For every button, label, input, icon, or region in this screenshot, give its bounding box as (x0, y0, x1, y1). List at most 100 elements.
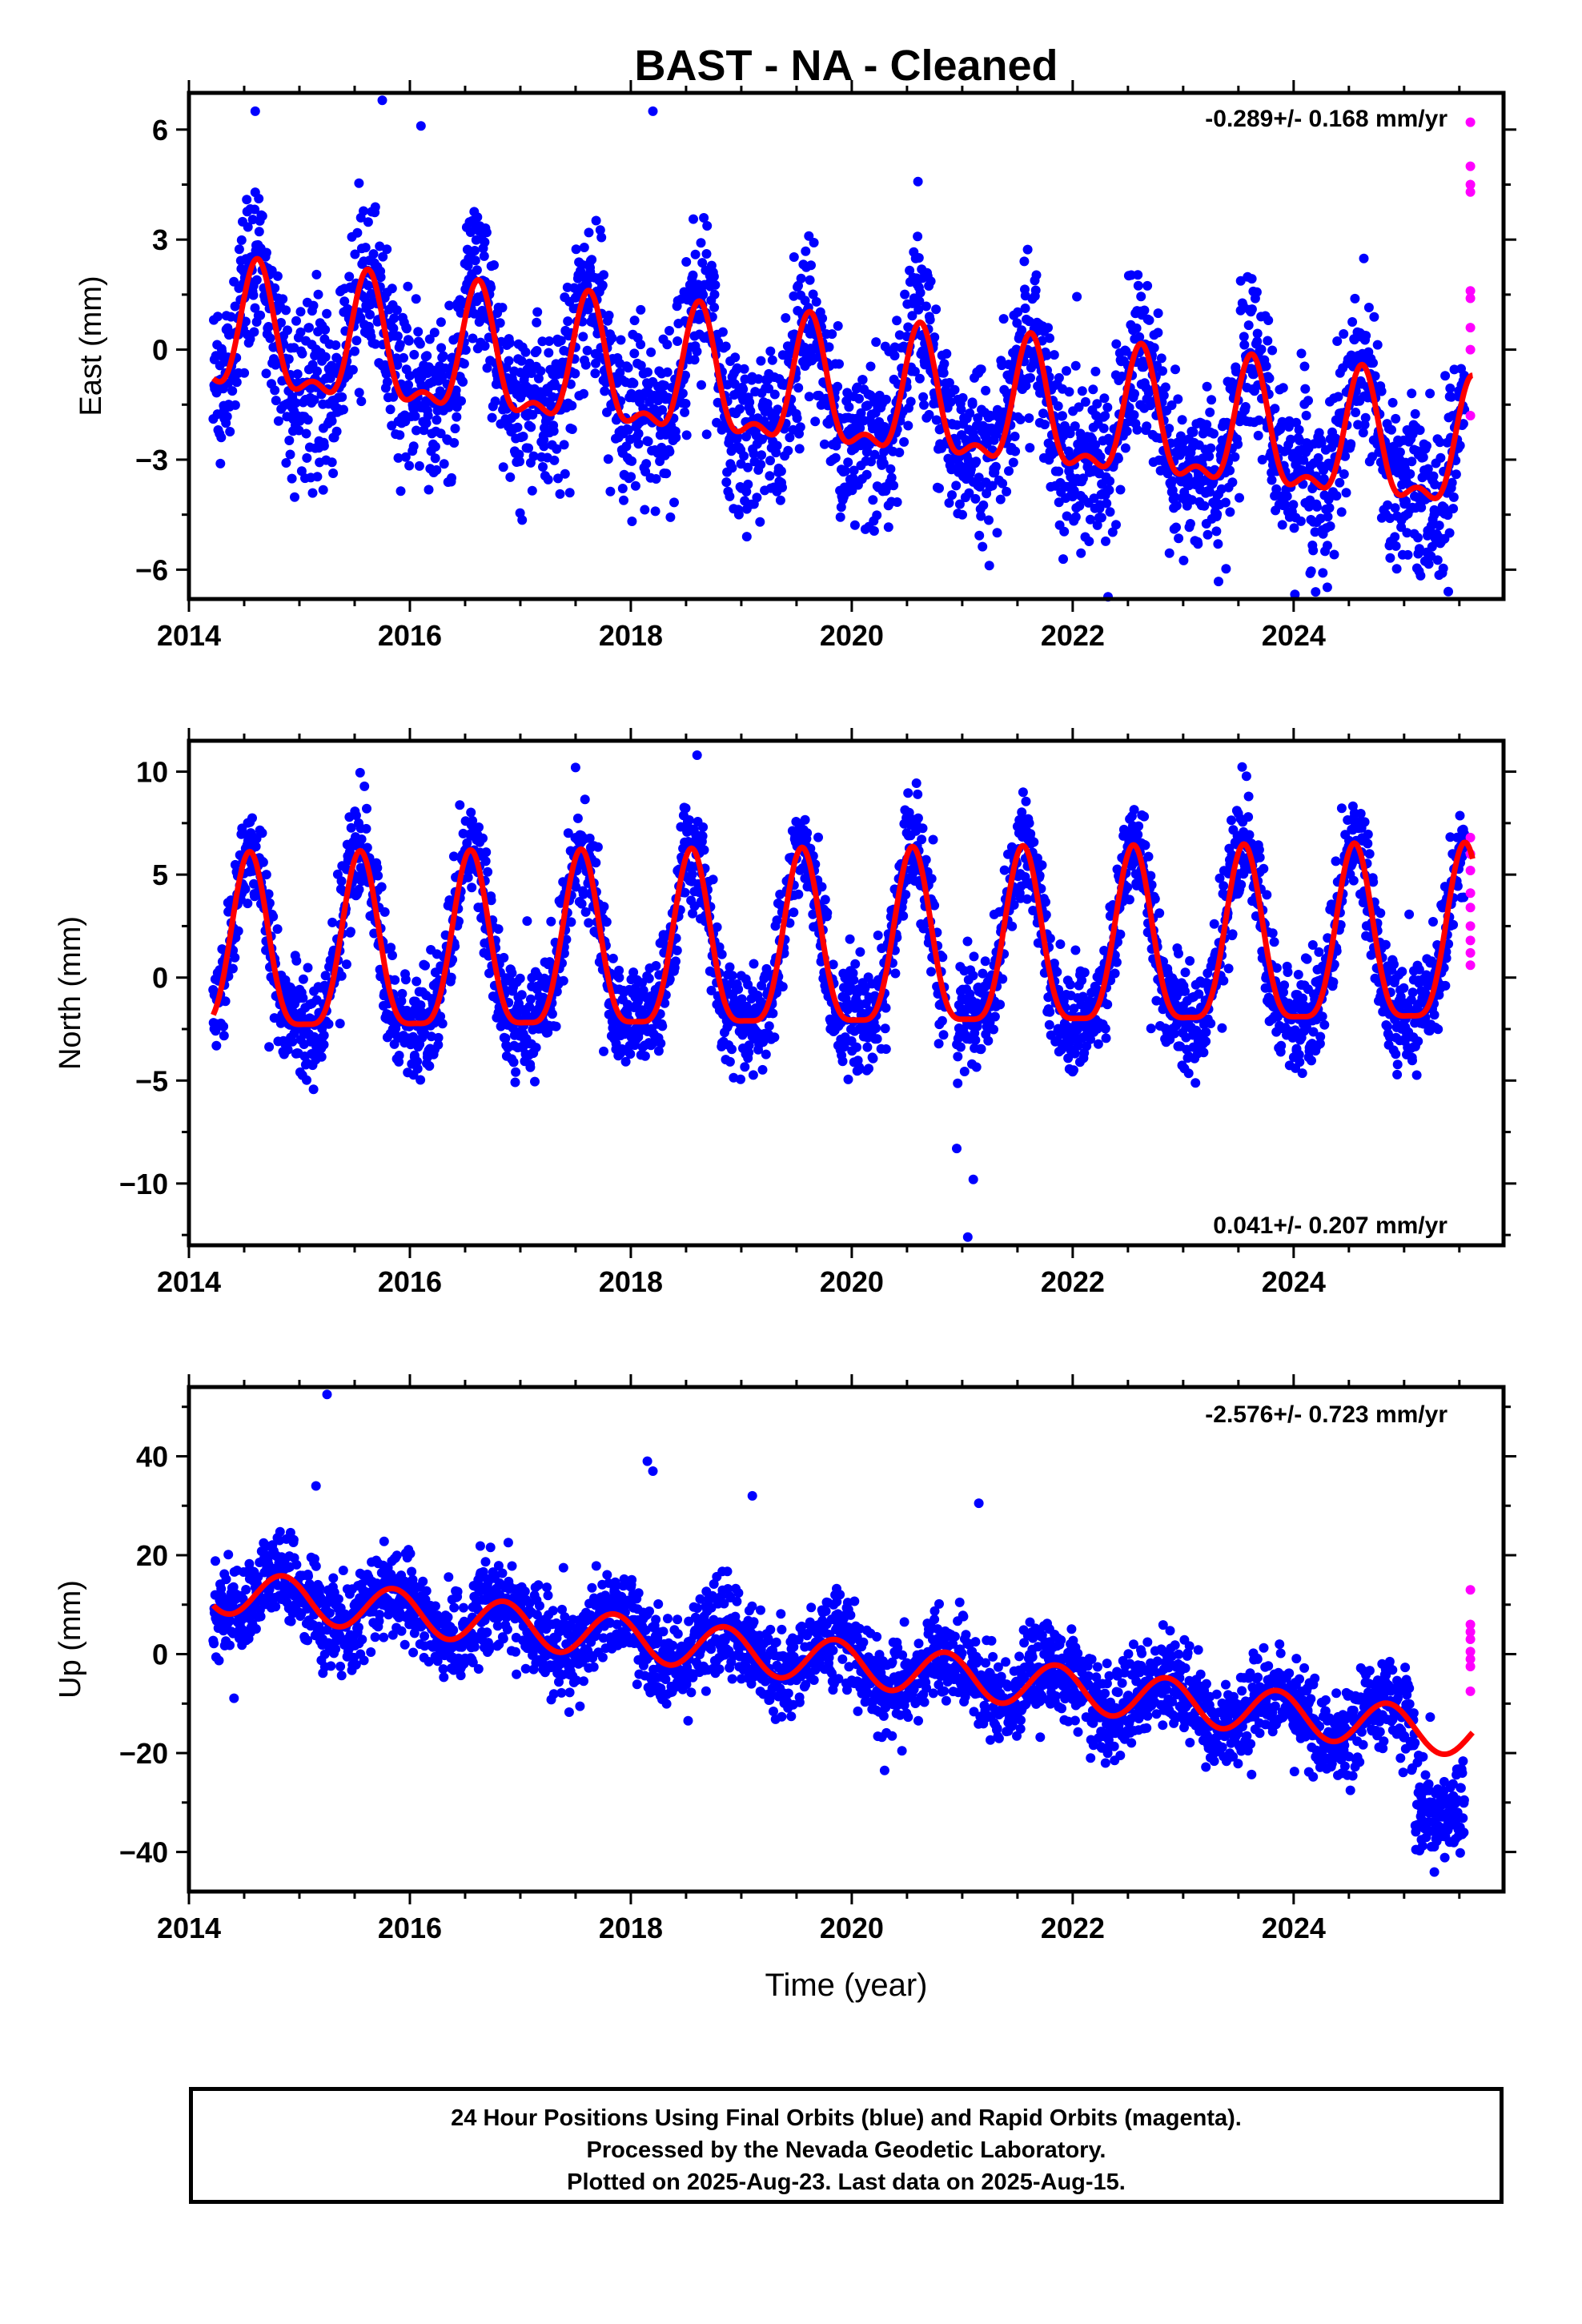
east-final-orbit-point (292, 369, 303, 380)
east-final-orbit-point (1170, 364, 1180, 375)
east-final-orbit-point (900, 289, 910, 300)
east-final-orbit-point (881, 394, 891, 404)
east-final-orbit-point (806, 260, 816, 271)
north-final-orbit-point (873, 931, 883, 940)
north-final-orbit-point (962, 936, 973, 947)
east-final-orbit-point (640, 505, 650, 515)
east-final-orbit-point (1031, 270, 1042, 280)
east-final-orbit-point (629, 348, 640, 359)
east-final-orbit-point (671, 432, 681, 443)
east-final-orbit-point (1099, 393, 1110, 404)
east-outlier-point (1443, 586, 1453, 597)
north-final-orbit-point (955, 1042, 966, 1052)
east-final-orbit-point (1313, 452, 1323, 463)
north-final-orbit-point (240, 884, 251, 895)
east-final-orbit-point (843, 457, 853, 468)
east-final-orbit-point (976, 364, 986, 375)
east-final-orbit-point (1100, 411, 1110, 421)
north-final-orbit-point (926, 967, 936, 977)
east-final-orbit-point (395, 430, 405, 440)
east-final-orbit-point (1267, 345, 1278, 356)
north-final-orbit-point (416, 1075, 426, 1085)
east-final-orbit-point (1053, 401, 1063, 412)
north-final-orbit-point (651, 961, 661, 971)
east-x-tick-label: 2022 (1041, 619, 1105, 652)
east-final-orbit-point (482, 363, 492, 373)
east-final-orbit-point (1204, 451, 1215, 461)
east-final-orbit-point (934, 483, 944, 493)
east-final-orbit-point (1142, 280, 1153, 291)
east-final-orbit-point (1278, 383, 1288, 393)
east-final-orbit-point (422, 351, 432, 361)
north-final-orbit-point (233, 926, 243, 936)
east-final-orbit-point (459, 359, 469, 369)
north-final-orbit-point (837, 1056, 848, 1067)
north-final-orbit-point (480, 856, 491, 866)
east-final-orbit-point (1230, 452, 1240, 462)
east-final-orbit-point (469, 308, 480, 319)
east-final-orbit-point (1369, 312, 1379, 322)
east-final-orbit-point (1025, 443, 1035, 453)
east-final-orbit-point (1277, 520, 1287, 530)
north-final-orbit-point (481, 847, 492, 858)
north-final-orbit-point (446, 972, 456, 983)
east-final-orbit-point (776, 466, 786, 476)
east-final-orbit-point (596, 232, 607, 243)
east-final-orbit-point (921, 301, 931, 312)
east-final-orbit-point (1243, 320, 1254, 331)
east-final-orbit-point (657, 404, 668, 415)
east-final-orbit-point (926, 276, 936, 287)
east-y-tick-label: 3 (152, 223, 168, 256)
north-final-orbit-point (508, 1057, 519, 1068)
north-final-orbit-point (625, 1049, 636, 1059)
east-final-orbit-point (630, 480, 640, 491)
east-y-axis-label: East (mm) (74, 275, 108, 416)
east-final-orbit-point (789, 252, 799, 262)
east-final-orbit-point (415, 339, 425, 349)
north-final-orbit-point (507, 968, 517, 978)
east-final-orbit-point (1407, 456, 1417, 467)
east-final-orbit-point (351, 336, 362, 346)
east-final-orbit-point (796, 273, 806, 283)
east-rapid-orbit-point (1465, 187, 1476, 197)
north-final-orbit-point (845, 934, 855, 944)
east-final-orbit-point (1193, 539, 1203, 549)
east-final-orbit-point (1247, 304, 1257, 315)
east-final-orbit-point (339, 404, 348, 415)
east-final-orbit-point (287, 473, 297, 484)
east-final-orbit-point (623, 363, 633, 373)
east-final-orbit-point (636, 340, 646, 350)
east-final-orbit-point (1122, 426, 1132, 436)
east-final-orbit-point (1220, 497, 1231, 508)
east-final-orbit-point (337, 392, 347, 402)
north-final-orbit-point (323, 1019, 334, 1029)
east-final-orbit-point (555, 489, 565, 499)
east-final-orbit-point (429, 328, 440, 338)
east-final-orbit-point (636, 360, 646, 371)
east-final-orbit-point (757, 450, 767, 460)
east-final-orbit-point (378, 251, 388, 262)
east-final-orbit-point (528, 409, 538, 420)
east-final-orbit-point (227, 386, 238, 396)
north-final-orbit-point (400, 975, 411, 985)
east-final-orbit-point (1451, 469, 1461, 480)
east-final-orbit-point (579, 243, 589, 252)
east-final-orbit-point (1077, 386, 1087, 396)
east-final-orbit-point (1206, 443, 1216, 453)
east-final-orbit-point (1072, 292, 1082, 302)
east-final-orbit-point (1322, 582, 1332, 593)
north-final-orbit-point (684, 815, 694, 825)
east-final-orbit-point (1405, 468, 1415, 479)
east-final-orbit-point (1019, 256, 1030, 267)
east-final-orbit-point (216, 432, 227, 443)
east-final-orbit-point (285, 449, 295, 460)
east-final-orbit-point (1263, 316, 1274, 325)
east-final-orbit-point (1207, 395, 1217, 405)
north-final-orbit-point (672, 945, 682, 955)
east-final-orbit-point (1174, 533, 1184, 544)
east-final-orbit-point (327, 457, 337, 468)
east-final-orbit-point (245, 334, 255, 344)
east-final-orbit-point (604, 310, 614, 320)
east-final-orbit-point (967, 399, 978, 409)
north-final-orbit-point (820, 895, 830, 905)
